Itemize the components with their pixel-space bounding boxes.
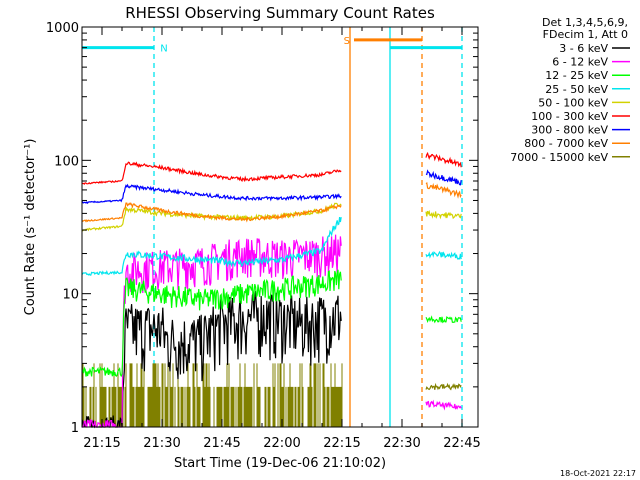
legend-label-8: 7000 - 15000 keV: [510, 151, 608, 164]
post-gap-series-3: [425, 209, 462, 220]
x-tick-label-6: 22:45: [443, 436, 480, 451]
plot-area: [81, 26, 479, 428]
y-axis-label: Count Rate (s⁻¹ detector⁻¹): [23, 139, 38, 316]
legend-label-3: 25 - 50 keV: [545, 83, 608, 96]
legend-label-0: 3 - 6 keV: [559, 42, 608, 55]
flag-label-1: S: [344, 36, 350, 47]
series-7: [81, 202, 342, 223]
legend-label-1: 6 - 12 keV: [552, 56, 608, 69]
series-1: [81, 234, 342, 429]
x-tick-label-0: 21:15: [83, 436, 120, 451]
series-5: [81, 161, 342, 185]
x-axis-label: Start Time (19-Dec-06 21:10:02): [174, 456, 386, 471]
legend-header-0: Det 1,3,4,5,6,9,: [542, 16, 628, 29]
y-tick-label-1: 10: [62, 288, 79, 303]
post-gap-series-0: [425, 151, 462, 168]
post-gap-series-6: [425, 399, 462, 411]
x-tick-label-5: 22:30: [383, 436, 420, 451]
y-tick-label-2: 100: [54, 154, 79, 169]
timestamp: 18-Oct-2021 22:17: [560, 469, 636, 478]
x-axis: 21:15 21:30 21:45 22:00 22:15 22:30 22:45: [81, 27, 481, 451]
series-0: [81, 291, 342, 429]
series-3: [81, 217, 342, 276]
legend-label-7: 800 - 7000 keV: [524, 137, 608, 150]
chart-title: RHESSI Observing Summary Count Rates: [125, 4, 435, 22]
legend-label-5: 100 - 300 keV: [531, 110, 608, 123]
series-6: [81, 183, 342, 205]
post-gap-series-5: [425, 315, 462, 324]
flag-label-0: N: [160, 44, 167, 55]
marker-layer: [153, 27, 463, 427]
post-gap-series-4: [425, 250, 462, 261]
x-tick-label-2: 21:45: [203, 436, 240, 451]
post-gap-series-7: [425, 382, 462, 391]
post-gap-series-1: [425, 169, 462, 186]
flag-layer: NS: [82, 36, 462, 55]
y-tick-label-3: 1000: [46, 21, 79, 36]
legend: Det 1,3,4,5,6,9,FDecim 1, Att 03 - 6 keV…: [510, 16, 630, 164]
legend-label-6: 300 - 800 keV: [531, 124, 608, 137]
legend-label-2: 12 - 25 keV: [545, 69, 608, 82]
legend-header-1: FDecim 1, Att 0: [543, 28, 628, 41]
y-tick-label-0: 1: [71, 421, 79, 436]
x-tick-label-3: 22:00: [263, 436, 300, 451]
y-axis: 1 10 100 1000: [46, 21, 478, 436]
post-gap-series-2: [425, 182, 462, 199]
series-layer: [81, 151, 462, 429]
x-tick-label-4: 22:15: [323, 436, 360, 451]
x-tick-label-1: 21:30: [143, 436, 180, 451]
legend-label-4: 50 - 100 keV: [538, 96, 608, 109]
series-2: [81, 269, 342, 378]
